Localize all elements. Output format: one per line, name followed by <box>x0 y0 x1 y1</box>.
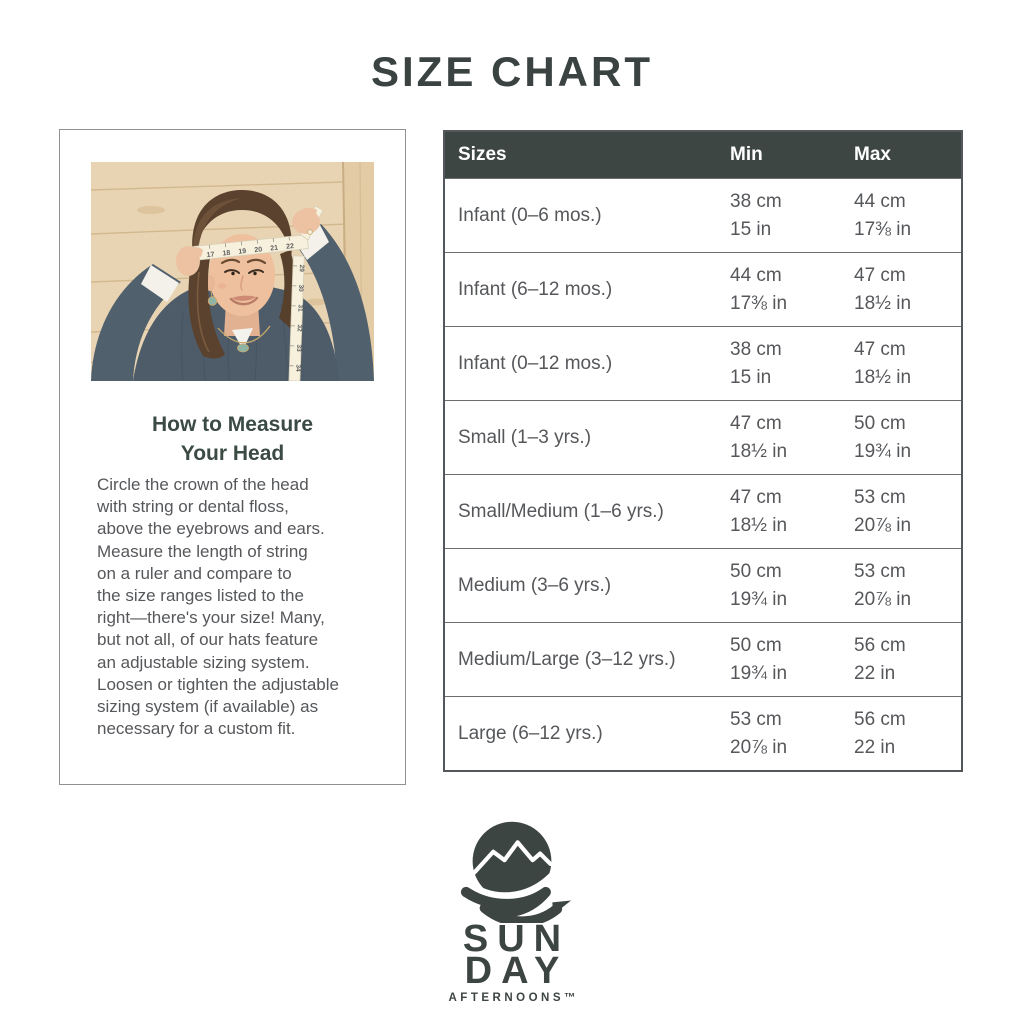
max-values: 56 cm 22 in <box>854 708 906 758</box>
sun-mountain-logo-icon <box>453 821 572 923</box>
measure-heading: How to Measure Your Head <box>151 413 314 465</box>
size-label: Small (1–3 yrs.) <box>458 426 592 448</box>
min-values: 53 cm 20⅞ in <box>730 708 788 758</box>
tape-number: 32 <box>296 324 303 332</box>
max-values: 50 cm 19¾ in <box>854 412 912 462</box>
measure-photo: 16 17 18 19 20 21 22 <box>90 161 375 382</box>
tape-number: 31 <box>296 304 303 312</box>
size-table-header: Sizes Min Max <box>445 132 961 178</box>
tape-number: 22 <box>286 243 295 251</box>
size-label: Infant (0–12 mos.) <box>458 352 613 374</box>
size-label: Medium (3–6 yrs.) <box>458 574 612 596</box>
table-row: Large (6–12 yrs.) 53 cm 20⅞ in 56 cm 22 in <box>445 696 961 770</box>
size-label: Medium/Large (3–12 yrs.) <box>458 648 676 670</box>
min-values: 50 cm 19¾ in <box>730 560 788 610</box>
size-label: Infant (6–12 mos.) <box>458 278 613 300</box>
table-row: Infant (0–12 mos.) 38 cm 15 in 47 cm 18½ i… <box>445 326 961 400</box>
size-label: Large (6–12 yrs.) <box>458 722 603 744</box>
min-values: 38 cm 15 in <box>730 338 782 388</box>
measure-instructions: Circle the crown of the head with string… <box>97 475 339 739</box>
tape-number: 30 <box>297 284 304 292</box>
table-row: Medium/Large (3–12 yrs.) 50 cm 19¾ in 56 … <box>445 622 961 696</box>
tape-number: 19 <box>238 248 247 256</box>
table-row: Infant (0–6 mos.) 38 cm 15 in 44 cm 17⅜ in <box>445 178 961 252</box>
column-header-min: Min <box>730 144 763 165</box>
max-values: 56 cm 22 in <box>854 634 906 684</box>
tape-number: 33 <box>295 344 302 352</box>
min-values: 38 cm 15 in <box>730 190 782 240</box>
min-values: 50 cm 19¾ in <box>730 634 788 684</box>
min-values: 47 cm 18½ in <box>730 486 788 536</box>
brand-logo: SUN DAY AFTERNOONS™ <box>0 818 1024 1004</box>
head-measuring-photo-illustration: 16 17 18 19 20 21 22 <box>90 161 375 382</box>
tape-number: 20 <box>254 246 263 254</box>
tape-number: 21 <box>270 245 279 253</box>
logo-text-day: DAY <box>464 950 569 992</box>
max-values: 44 cm 17⅜ in <box>854 190 912 240</box>
tape-number: 18 <box>222 250 231 258</box>
column-header-sizes: Sizes <box>458 144 507 165</box>
max-values: 47 cm 18½ in <box>854 264 912 314</box>
max-values: 47 cm 18½ in <box>854 338 912 388</box>
column-header-max: Max <box>854 144 891 165</box>
size-table: Sizes Min Max Infant (0–6 mos.) 38 cm 15 … <box>443 130 963 772</box>
tape-number: 34 <box>294 364 301 372</box>
size-label: Infant (0–6 mos.) <box>458 204 602 226</box>
tape-number: 17 <box>206 251 215 259</box>
table-row: Infant (6–12 mos.) 44 cm 17⅜ in 47 cm 18½ … <box>445 252 961 326</box>
table-row: Medium (3–6 yrs.) 50 cm 19¾ in 53 cm 20⅞ i… <box>445 548 961 622</box>
page-title: SIZE CHART <box>371 48 653 95</box>
table-row: Small (1–3 yrs.) 47 cm 18½ in 50 cm 19¾ in <box>445 400 961 474</box>
table-row: Small/Medium (1–6 yrs.) 47 cm 18½ in 53 c… <box>445 474 961 548</box>
tape-number: 29 <box>298 264 305 272</box>
max-values: 53 cm 20⅞ in <box>854 560 912 610</box>
size-label: Small/Medium (1–6 yrs.) <box>458 500 664 522</box>
min-values: 47 cm 18½ in <box>730 412 788 462</box>
logo-text-afternoons: AFTERNOONS™ <box>448 992 579 1004</box>
measure-panel: 16 17 18 19 20 21 22 <box>59 129 406 785</box>
min-values: 44 cm 17⅜ in <box>730 264 788 314</box>
max-values: 53 cm 20⅞ in <box>854 486 912 536</box>
logo-text-sun: SUN <box>462 918 571 960</box>
